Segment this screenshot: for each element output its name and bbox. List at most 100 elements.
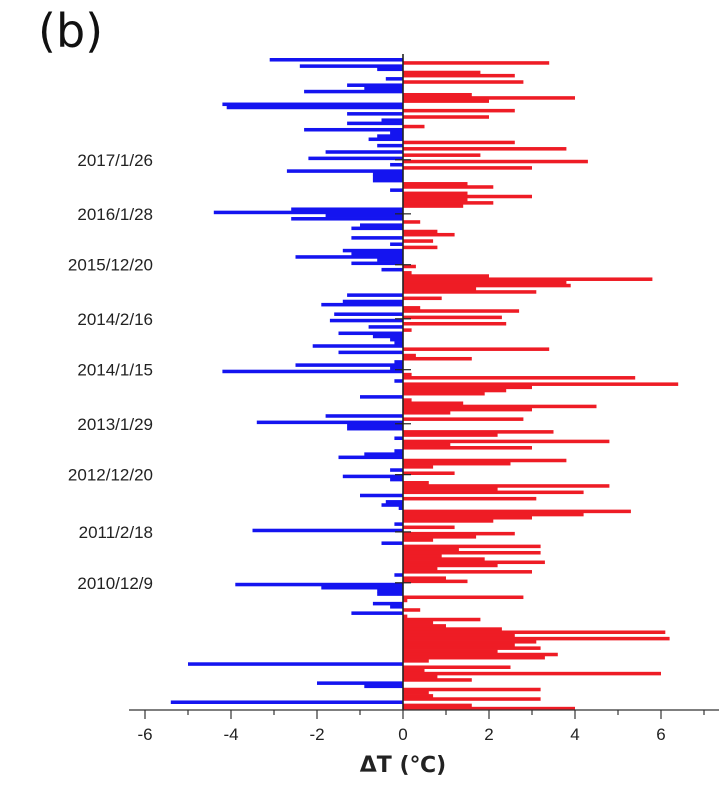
bar xyxy=(403,636,670,641)
x-axis-title: ΔT (℃) xyxy=(360,753,446,778)
bar xyxy=(403,461,511,466)
bar xyxy=(403,271,412,275)
bar xyxy=(403,274,489,278)
bar xyxy=(312,344,403,348)
bar xyxy=(381,267,403,272)
bar xyxy=(381,118,403,122)
bar xyxy=(222,102,403,107)
bar xyxy=(403,92,472,97)
bar xyxy=(188,662,403,666)
bar xyxy=(403,675,438,679)
bar xyxy=(403,550,541,555)
x-tick-label: -2 xyxy=(309,725,324,744)
bar xyxy=(403,220,421,224)
bar xyxy=(403,398,412,402)
bar xyxy=(372,334,403,339)
bar xyxy=(403,80,524,84)
bar xyxy=(321,585,403,590)
bar xyxy=(403,706,575,711)
date-tick-label: 2011/2/18 xyxy=(79,523,153,542)
bar xyxy=(351,252,403,256)
bar xyxy=(377,143,403,148)
bar xyxy=(403,315,502,320)
bar xyxy=(403,690,429,695)
bar xyxy=(403,280,567,285)
bar xyxy=(394,360,403,364)
bar xyxy=(403,185,494,189)
bar xyxy=(403,61,550,65)
bar xyxy=(390,468,403,472)
bar xyxy=(403,570,532,574)
bar xyxy=(403,595,524,600)
bar xyxy=(347,121,403,126)
bar xyxy=(351,236,403,240)
bar xyxy=(390,477,403,482)
bar xyxy=(256,420,403,425)
bar xyxy=(403,159,588,164)
bar xyxy=(347,423,403,428)
bar xyxy=(403,481,429,485)
bar xyxy=(403,442,451,447)
bar xyxy=(403,640,537,644)
bar xyxy=(403,531,515,536)
bar xyxy=(347,426,403,431)
bar xyxy=(403,115,489,119)
bar xyxy=(360,395,403,399)
bar xyxy=(403,547,459,552)
bar xyxy=(403,659,429,663)
bar xyxy=(338,455,403,460)
bar xyxy=(286,169,403,173)
bar xyxy=(398,506,403,510)
bar xyxy=(381,503,403,507)
bar xyxy=(403,347,550,351)
bar xyxy=(403,290,537,294)
bar xyxy=(403,376,636,380)
bar xyxy=(394,449,403,453)
bar xyxy=(364,684,403,689)
bar xyxy=(403,391,485,396)
bar xyxy=(403,694,434,698)
bar xyxy=(403,382,679,386)
bar xyxy=(403,566,438,571)
bar xyxy=(403,70,481,75)
bar xyxy=(304,127,403,132)
bar xyxy=(390,242,403,246)
bars-group xyxy=(170,58,679,711)
bar xyxy=(403,519,494,523)
bar xyxy=(403,229,438,234)
bar xyxy=(403,417,524,421)
bar xyxy=(394,522,403,526)
bar xyxy=(403,487,498,491)
bar xyxy=(403,665,511,669)
bar xyxy=(403,401,464,406)
bar xyxy=(403,239,434,243)
bar xyxy=(347,83,403,87)
bar xyxy=(403,646,541,650)
bar xyxy=(403,182,468,186)
bar xyxy=(403,703,472,708)
bar xyxy=(403,576,446,580)
bar xyxy=(226,105,403,110)
bar xyxy=(377,589,403,593)
bar xyxy=(347,112,403,116)
bar xyxy=(325,414,403,418)
x-tick-label: 2 xyxy=(484,725,493,744)
bar xyxy=(338,350,403,355)
bar xyxy=(308,156,403,161)
bar xyxy=(364,86,403,91)
x-tick-label: -4 xyxy=(223,725,238,744)
bar xyxy=(342,299,403,304)
bar xyxy=(403,356,472,361)
bar xyxy=(403,407,532,412)
bar xyxy=(390,188,403,192)
bar xyxy=(403,430,554,434)
bar xyxy=(295,363,403,367)
bar xyxy=(291,217,403,221)
bar xyxy=(372,601,403,606)
bar xyxy=(403,563,498,568)
bar xyxy=(291,207,403,212)
bar xyxy=(403,557,485,561)
panel-label: (b) xyxy=(38,4,104,58)
bar xyxy=(403,579,468,584)
bar xyxy=(403,197,468,202)
